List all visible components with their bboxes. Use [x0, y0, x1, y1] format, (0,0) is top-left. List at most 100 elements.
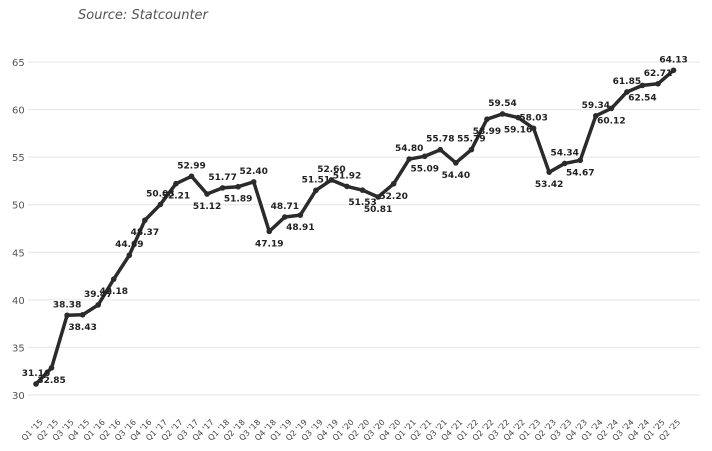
data-label: 55.09	[411, 164, 439, 174]
data-point	[530, 125, 537, 132]
data-point	[655, 80, 661, 87]
y-tick-label: 35	[12, 343, 25, 354]
data-point	[499, 111, 506, 117]
data-label: 64.13	[659, 55, 687, 65]
data-label: 54.40	[442, 171, 470, 181]
data-point	[515, 114, 521, 121]
data-label: 51.77	[208, 173, 236, 183]
data-label: 44.69	[115, 240, 143, 250]
data-point	[593, 113, 599, 119]
data-label: 54.80	[395, 144, 423, 154]
data-point	[453, 160, 459, 166]
data-point	[406, 156, 413, 162]
data-label: 62.54	[628, 93, 656, 103]
data-point	[173, 180, 179, 187]
data-label: 48.71	[271, 202, 299, 212]
data-point	[48, 365, 55, 371]
data-label: 50.81	[364, 205, 392, 215]
data-point	[468, 146, 475, 153]
data-label: 52.20	[379, 192, 407, 202]
data-label: 59.16	[504, 126, 532, 136]
data-point	[359, 187, 366, 193]
series-line	[34, 68, 676, 386]
data-point	[95, 302, 101, 308]
data-point	[421, 153, 428, 160]
data-point	[204, 191, 210, 197]
data-point	[344, 183, 350, 190]
data-point	[608, 105, 615, 112]
grid-layer	[28, 61, 700, 396]
data-point	[79, 311, 86, 318]
data-label: 58.03	[519, 113, 547, 123]
data-point	[484, 116, 490, 122]
data-label: 48.91	[286, 223, 314, 233]
data-point	[313, 187, 319, 194]
data-label: 52.21	[162, 192, 190, 202]
data-point	[639, 82, 646, 89]
data-point	[328, 177, 335, 183]
data-point	[390, 180, 397, 187]
y-tick-label: 60	[12, 106, 25, 117]
data-point	[142, 217, 148, 224]
data-point	[250, 179, 257, 185]
data-point	[546, 169, 552, 175]
data-label: 52.40	[239, 167, 267, 177]
data-label: 59.54	[488, 99, 516, 109]
data-label: 32.85	[37, 376, 65, 386]
data-point	[188, 173, 195, 180]
data-label: 51.51	[302, 175, 330, 185]
data-point	[33, 381, 39, 387]
y-tick-label: 55	[12, 153, 25, 164]
y-tick-label: 45	[12, 248, 25, 259]
data-label: 38.38	[53, 300, 81, 310]
data-label: 58.99	[473, 127, 501, 137]
data-label: 48.37	[131, 228, 159, 238]
y-axis: 30 35 40 45 50 55 60 65	[12, 58, 25, 402]
data-point	[126, 252, 133, 259]
y-tick-label: 50	[12, 201, 25, 212]
data-point	[64, 312, 70, 319]
data-label: 51.89	[224, 195, 252, 205]
data-point	[437, 146, 444, 153]
data-label: 51.53	[348, 198, 376, 208]
data-label: 59.34	[582, 101, 610, 111]
data-label: 50.03	[146, 189, 174, 199]
data-label: 39.47	[84, 290, 112, 300]
data-point	[624, 89, 630, 95]
data-label: 51.12	[193, 202, 221, 212]
data-label: 55.79	[457, 135, 485, 145]
data-point	[670, 67, 677, 74]
data-point	[266, 228, 273, 235]
data-point	[282, 214, 288, 220]
source-note: Source: Statcounter	[78, 8, 208, 23]
data-label: 61.85	[613, 77, 641, 87]
data-label: 42.18	[100, 287, 128, 297]
y-tick-label: 65	[12, 58, 25, 69]
data-label: 62.71	[644, 69, 672, 79]
series-line-layer	[34, 68, 676, 386]
data-label: 54.34	[550, 148, 578, 158]
data-point	[561, 160, 568, 167]
data-label: 51.92	[333, 171, 361, 181]
data-label: 60.12	[597, 116, 625, 126]
data-points-layer	[33, 67, 677, 387]
y-tick-label: 40	[12, 296, 25, 307]
data-point	[297, 212, 304, 218]
data-point	[219, 185, 226, 191]
data-label: 52.60	[317, 165, 345, 175]
data-label: 55.78	[426, 135, 454, 145]
data-label: 52.99	[177, 161, 205, 171]
data-point	[110, 276, 117, 282]
y-tick-label: 30	[12, 391, 25, 402]
data-label: 38.43	[68, 323, 96, 333]
data-label: 47.19	[255, 239, 283, 249]
data-point	[375, 194, 381, 200]
data-point	[157, 201, 164, 208]
data-point	[235, 183, 241, 190]
data-point	[577, 157, 584, 164]
data-label: 53.42	[535, 180, 563, 190]
data-label: 54.67	[566, 168, 594, 178]
